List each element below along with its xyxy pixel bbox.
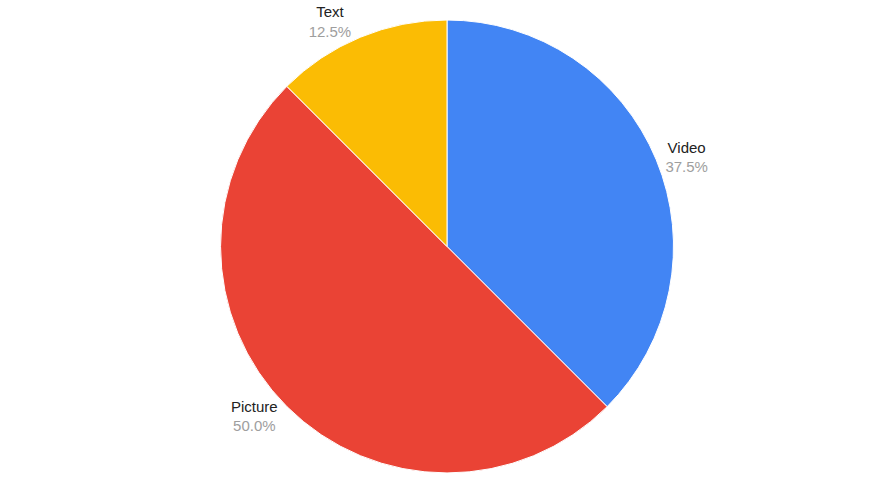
svg-text:Video37.5%: Video37.5% bbox=[665, 139, 708, 176]
svg-text:Picture50.0%: Picture50.0% bbox=[231, 398, 278, 435]
svg-text:Text12.5%: Text12.5% bbox=[309, 3, 352, 40]
